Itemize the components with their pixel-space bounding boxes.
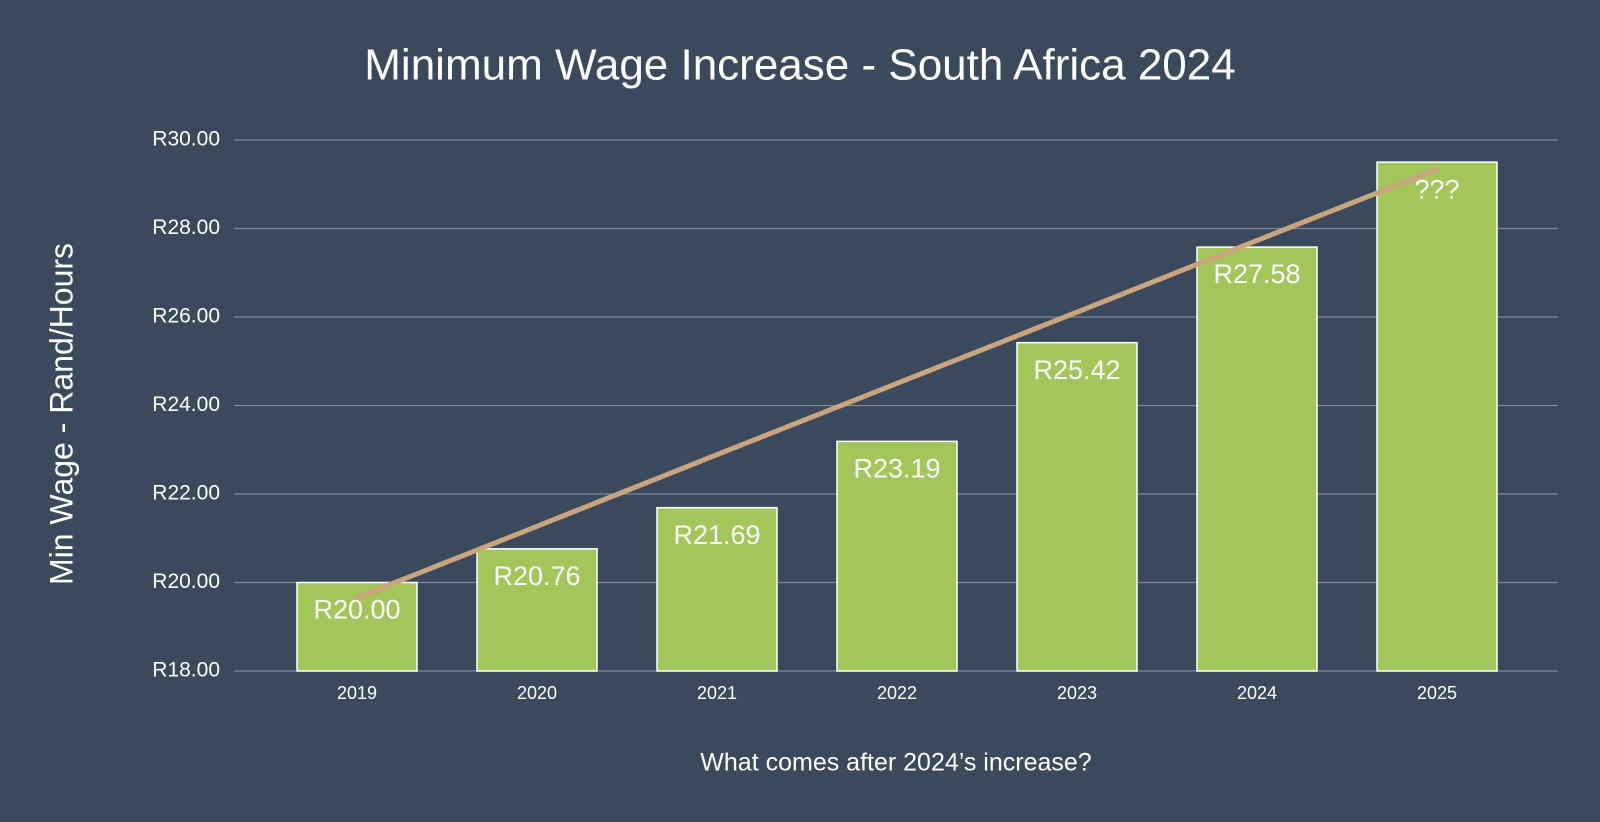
bar (476, 548, 598, 672)
x-tick-label: 2019 (337, 683, 377, 703)
x-tick-label: 2023 (1057, 683, 1097, 703)
x-tick-label: 2025 (1417, 683, 1457, 703)
y-tick-label: R24.00 (152, 393, 220, 416)
y-tick-label: R28.00 (152, 216, 220, 239)
y-tick-label: R30.00 (152, 128, 220, 151)
x-tick-label: 2024 (1237, 683, 1277, 703)
value-label: R27.58 (1213, 259, 1300, 289)
x-tick-label: 2021 (697, 683, 737, 703)
value-label: R21.69 (673, 520, 760, 550)
y-axis-title: Min Wage - Rand/Hours (43, 243, 79, 585)
bar (656, 506, 778, 672)
value-label: R20.00 (313, 595, 400, 625)
y-tick-label: R26.00 (152, 305, 220, 328)
value-label: R23.19 (853, 453, 940, 483)
value-label: ??? (1414, 174, 1459, 204)
bar (1016, 341, 1138, 672)
trendline (354, 166, 1440, 601)
y-tick-label: R18.00 (152, 659, 220, 682)
bar (1376, 161, 1498, 672)
bar (1196, 246, 1318, 672)
x-axis-title: What comes after 2024’s increase? (700, 749, 1091, 777)
chart-title: Minimum Wage Increase - South Africa 202… (364, 41, 1235, 90)
y-tick-label: R20.00 (152, 570, 220, 593)
value-label: R25.42 (1033, 355, 1120, 385)
y-tick-label: R22.00 (152, 482, 220, 505)
bar (836, 440, 958, 672)
x-tick-label: 2020 (517, 683, 557, 703)
x-tick-label: 2022 (877, 683, 917, 703)
value-label: R20.76 (493, 561, 580, 591)
